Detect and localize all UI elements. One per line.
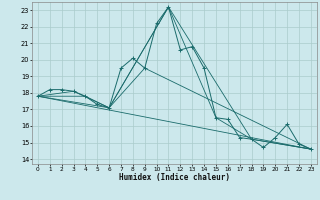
X-axis label: Humidex (Indice chaleur): Humidex (Indice chaleur) [119,173,230,182]
